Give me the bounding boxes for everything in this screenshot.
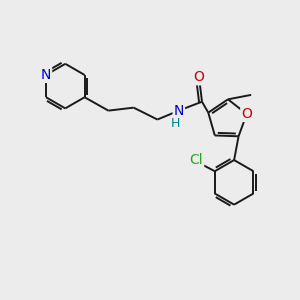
- Text: N: N: [174, 103, 184, 118]
- Text: O: O: [241, 107, 252, 121]
- Text: O: O: [194, 70, 205, 84]
- Text: H: H: [171, 117, 181, 130]
- Text: Cl: Cl: [190, 153, 203, 167]
- Text: N: N: [41, 68, 51, 82]
